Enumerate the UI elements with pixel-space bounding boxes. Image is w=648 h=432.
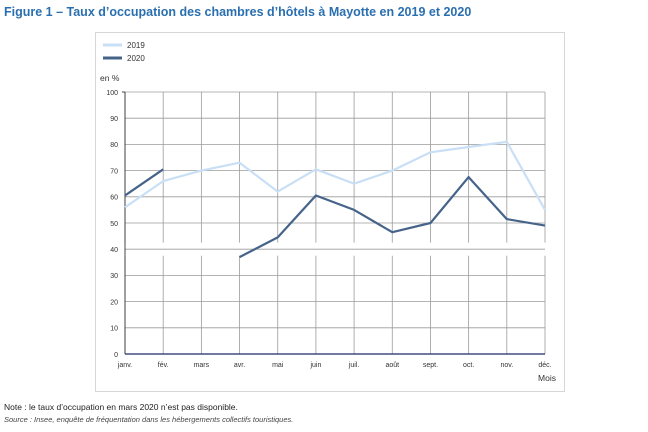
y-tick-label: 40	[110, 247, 118, 254]
x-tick-label: juin	[309, 362, 321, 369]
y-tick-label: 10	[110, 326, 118, 333]
y-tick-label: 90	[110, 116, 118, 123]
figure-title: Figure 1 – Taux d’occupation des chambre…	[4, 5, 472, 19]
y-tick-label: 100	[106, 90, 118, 97]
y-tick-label: 0	[114, 352, 118, 359]
y-axis-title: en %	[100, 73, 120, 83]
x-tick-label: oct.	[463, 362, 474, 369]
x-tick-label: mars	[194, 362, 210, 369]
series-line-2020	[124, 168, 164, 197]
x-tick-label: juil.	[348, 362, 360, 369]
x-tick-label: sept.	[423, 362, 438, 369]
x-tick-label: janv.	[117, 362, 132, 369]
y-tick-label: 70	[110, 168, 118, 175]
y-tick-label: 80	[110, 142, 118, 149]
y-tick-label: 60	[110, 195, 118, 202]
y-tick-label: 20	[110, 299, 118, 306]
legend-label-2019: 2019	[127, 41, 145, 50]
series-line-2020	[238, 176, 546, 259]
y-tick-label: 50	[110, 221, 118, 228]
x-tick-label: avr.	[234, 362, 245, 369]
x-tick-label: nov.	[500, 362, 513, 369]
x-tick-label: fév.	[158, 362, 169, 369]
legend-label-2020: 2020	[127, 54, 145, 63]
figure-note: Note : le taux d’occupation en mars 2020…	[4, 402, 238, 412]
x-tick-label: août	[385, 362, 399, 369]
series-line-2019	[124, 140, 546, 211]
x-axis-title: Mois	[538, 373, 556, 383]
x-tick-label: déc.	[538, 362, 551, 369]
y-tick-label: 30	[110, 273, 118, 280]
figure-source: Source : Insee, enquête de fréquentation…	[4, 415, 294, 424]
x-tick-label: mai	[272, 362, 284, 369]
